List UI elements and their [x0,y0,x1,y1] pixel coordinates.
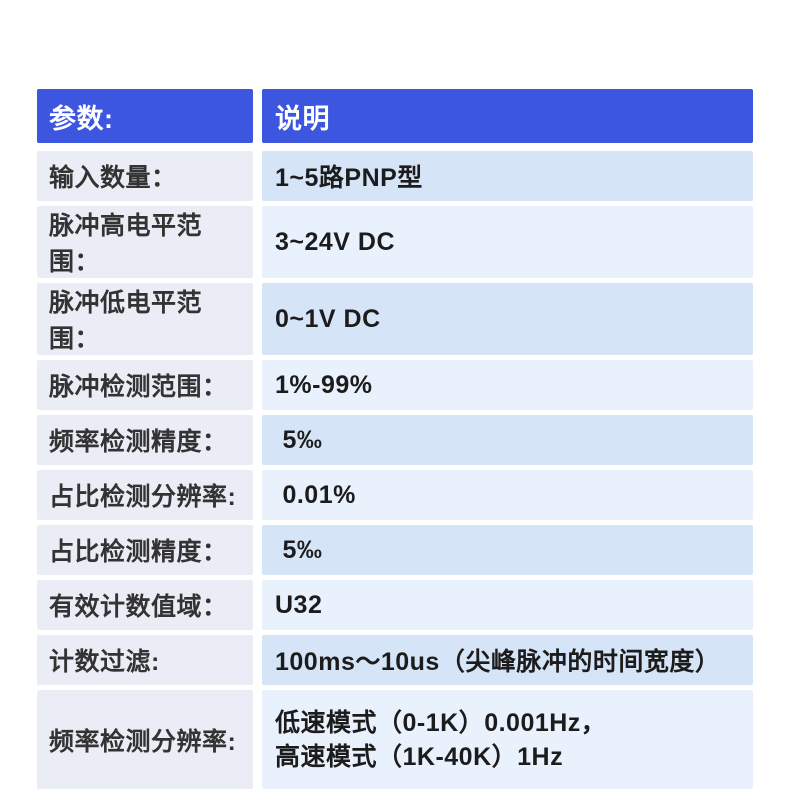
spec-table: 参数: 说明 输入数量： 1~5路PNP型 脉冲高电平范围： 3~24V DC … [37,89,753,794]
param-label: 脉冲高电平范围： [37,206,253,278]
table-row: 频率检测分辨率: 低速模式（0-1K）0.001Hz， 高速模式（1K-40K）1… [37,690,753,789]
header-cell-param: 参数: [37,89,253,143]
param-value-line: 0~1V DC [275,304,381,333]
param-value: 100ms～10us（尖峰脉冲的时间宽度） [262,635,753,685]
param-label: 有效计数值域： [37,580,253,630]
table-row: 有效计数值域： U32 [37,580,753,630]
param-label: 频率检测分辨率: [37,690,253,789]
param-value-line: 1%-99% [275,370,373,399]
param-label: 占比检测分辨率: [37,470,253,520]
param-value-line: 低速模式（0-1K）0.001Hz， [275,708,607,737]
table-row: 脉冲低电平范围： 0~1V DC [37,283,753,355]
param-value-line: 5‰ [275,425,323,454]
table-row: 频率检测精度： 5‰ [37,415,753,465]
table-row: 输入数量： 1~5路PNP型 [37,151,753,201]
param-label: 占比检测精度： [37,525,253,575]
param-label: 计数过滤: [37,635,253,685]
param-value-line: U32 [275,590,323,619]
table-row: 脉冲检测范围： 1%-99% [37,360,753,410]
param-value: 5‰ [262,415,753,465]
param-label: 脉冲低电平范围： [37,283,253,355]
param-value: U32 [262,580,753,630]
table-row: 计数过滤: 100ms～10us（尖峰脉冲的时间宽度） [37,635,753,685]
param-value-line: 1~5路PNP型 [275,164,423,192]
param-value: 0~1V DC [262,283,753,355]
param-label: 脉冲检测范围： [37,360,253,410]
param-value-line: 高速模式（1K-40K）1Hz [275,742,564,771]
param-label: 输入数量： [37,151,253,201]
table-row: 占比检测分辨率: 0.01% [37,470,753,520]
header-cell-description: 说明 [262,89,753,143]
param-value-line: 100ms～10us（尖峰脉冲的时间宽度） [275,648,721,676]
param-value: 低速模式（0-1K）0.001Hz， 高速模式（1K-40K）1Hz [262,690,753,789]
param-value: 3~24V DC [262,206,753,278]
param-label: 频率检测精度： [37,415,253,465]
param-value: 1%-99% [262,360,753,410]
param-value: 1~5路PNP型 [262,151,753,201]
param-value-line: 3~24V DC [275,227,396,256]
table-body: 输入数量： 1~5路PNP型 脉冲高电平范围： 3~24V DC 脉冲低电平范围… [37,151,753,789]
param-value-line: 5‰ [275,535,323,564]
param-value: 0.01% [262,470,753,520]
table-row: 占比检测精度： 5‰ [37,525,753,575]
param-value-line: 0.01% [275,480,356,509]
param-value: 5‰ [262,525,753,575]
table-header-row: 参数: 说明 [37,89,753,143]
table-row: 脉冲高电平范围： 3~24V DC [37,206,753,278]
